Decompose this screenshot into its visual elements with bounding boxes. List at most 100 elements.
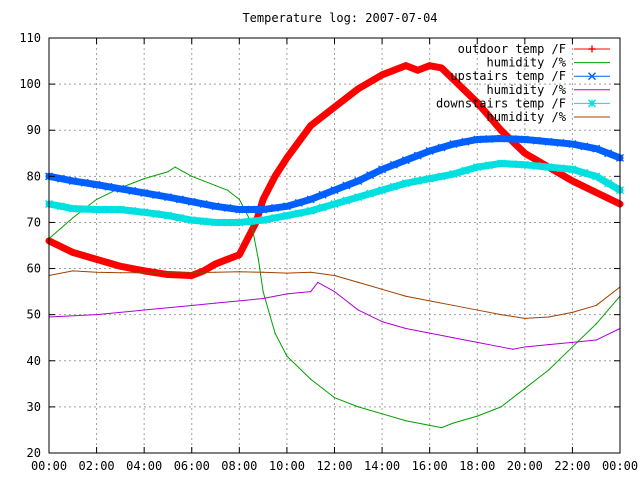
series-point bbox=[390, 66, 398, 74]
data-point bbox=[191, 272, 193, 274]
data-point bbox=[524, 346, 526, 348]
y-tick-label: 30 bbox=[27, 400, 41, 414]
x-tick-label: 06:00 bbox=[174, 459, 210, 473]
data-point bbox=[523, 163, 527, 167]
data-point bbox=[381, 288, 383, 290]
series-point bbox=[81, 252, 89, 260]
data-point bbox=[405, 327, 407, 330]
data-point bbox=[191, 175, 193, 177]
legend-label: outdoor temp /F bbox=[458, 42, 566, 56]
data-point bbox=[95, 208, 99, 212]
data-point bbox=[380, 73, 384, 77]
data-point bbox=[356, 195, 360, 199]
data-point bbox=[524, 317, 526, 319]
series-point bbox=[485, 161, 494, 170]
data-point bbox=[143, 178, 145, 180]
series-point bbox=[199, 200, 208, 208]
legend-marker bbox=[588, 72, 596, 81]
data-point bbox=[214, 204, 218, 208]
data-point bbox=[71, 250, 75, 254]
data-point bbox=[261, 197, 265, 201]
data-point bbox=[570, 179, 574, 183]
data-point bbox=[547, 165, 551, 169]
data-point bbox=[452, 422, 455, 424]
series-point bbox=[508, 134, 517, 143]
series-point bbox=[389, 182, 398, 191]
data-point bbox=[262, 271, 264, 273]
legend-marker bbox=[588, 99, 596, 108]
data-point bbox=[548, 344, 550, 346]
x-tick-label: 00:00 bbox=[602, 459, 638, 473]
series-point bbox=[223, 255, 231, 263]
series-point bbox=[175, 195, 184, 204]
legend-label: upstairs temp /F bbox=[450, 69, 566, 83]
series-point bbox=[342, 181, 351, 190]
data-point bbox=[166, 214, 170, 218]
series-line bbox=[48, 281, 621, 350]
data-point bbox=[571, 341, 574, 343]
data-point bbox=[285, 204, 289, 208]
series-point bbox=[318, 190, 327, 199]
data-point bbox=[499, 161, 503, 165]
data-point bbox=[429, 424, 431, 426]
data-point bbox=[190, 200, 194, 204]
data-point bbox=[404, 181, 408, 185]
data-point bbox=[451, 78, 455, 81]
series-point bbox=[104, 182, 113, 191]
series-point bbox=[128, 265, 136, 273]
data-point bbox=[238, 198, 240, 200]
data-point bbox=[166, 195, 170, 199]
series-point bbox=[319, 112, 327, 120]
grid bbox=[49, 38, 620, 453]
data-point bbox=[273, 174, 277, 178]
data-point bbox=[95, 271, 98, 273]
series-point bbox=[413, 151, 422, 160]
data-point bbox=[167, 272, 169, 274]
data-point bbox=[286, 272, 288, 274]
data-point bbox=[262, 297, 264, 300]
series-point bbox=[223, 218, 232, 227]
axes: 00:00 02:00 04:00 06:00 08:00 10:00 12:00 14:00… bbox=[19, 31, 638, 473]
data-point bbox=[500, 406, 502, 408]
data-point bbox=[475, 137, 479, 141]
data-point bbox=[356, 87, 360, 91]
y-tick-label: 20 bbox=[27, 446, 41, 460]
data-point bbox=[333, 105, 336, 109]
data-point bbox=[416, 68, 420, 72]
data-point bbox=[476, 341, 478, 343]
data-point bbox=[72, 217, 74, 219]
series-point bbox=[556, 164, 565, 173]
data-point bbox=[570, 167, 574, 171]
data-point bbox=[429, 332, 431, 334]
series-point bbox=[342, 196, 351, 205]
series-point bbox=[175, 213, 184, 222]
series-point bbox=[104, 259, 112, 267]
series-point bbox=[580, 168, 589, 177]
x-tick-label: 18:00 bbox=[459, 459, 495, 473]
data-point bbox=[547, 140, 551, 144]
data-point bbox=[440, 66, 444, 70]
data-point bbox=[190, 218, 194, 222]
series-point bbox=[318, 203, 327, 212]
series-point bbox=[80, 178, 89, 187]
series-point bbox=[389, 160, 398, 169]
series-point bbox=[366, 189, 375, 198]
series-5 bbox=[45, 159, 624, 227]
data-point bbox=[95, 198, 98, 200]
y-tick-label: 80 bbox=[27, 169, 41, 183]
x-tick-label: 12:00 bbox=[316, 459, 352, 473]
series-point bbox=[461, 87, 469, 95]
series-point bbox=[413, 176, 422, 185]
x-tick-label: 20:00 bbox=[507, 459, 543, 473]
data-point bbox=[309, 197, 313, 201]
series-point bbox=[295, 138, 303, 146]
data-point bbox=[333, 188, 336, 192]
x-tick-label: 10:00 bbox=[269, 459, 305, 473]
data-point bbox=[499, 137, 503, 141]
series-point bbox=[247, 217, 256, 226]
y-tick-label: 60 bbox=[27, 262, 41, 276]
series-3 bbox=[45, 134, 624, 214]
data-point bbox=[237, 208, 241, 212]
series-point bbox=[294, 209, 303, 218]
